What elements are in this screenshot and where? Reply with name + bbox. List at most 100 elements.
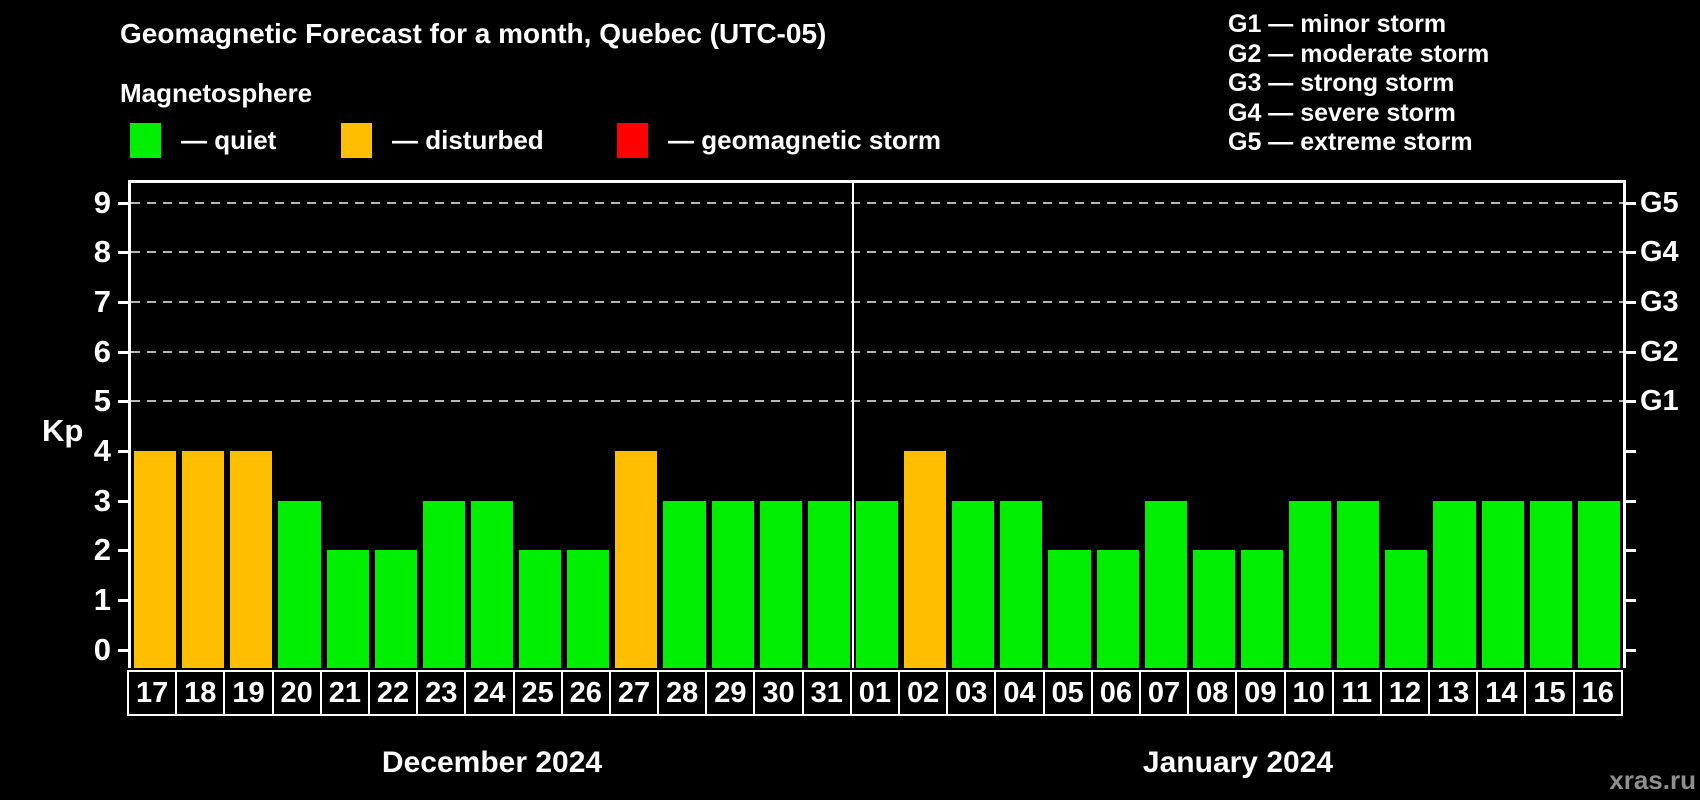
month-separator (851, 183, 854, 668)
kp-bar (1529, 500, 1572, 668)
y-axis-tick (118, 301, 128, 305)
watermark-link[interactable]: xras.ru (1609, 765, 1696, 795)
y-axis-tick (118, 450, 128, 454)
gridline (131, 201, 1623, 204)
legend-label: — disturbed (392, 124, 544, 155)
kp-bar (422, 500, 465, 668)
kp-bar (567, 550, 610, 668)
y-tick-label: 7 (93, 284, 111, 320)
kp-bar (1096, 550, 1139, 668)
kp-bar (134, 451, 177, 668)
right-axis-tick (1626, 450, 1636, 454)
storm-scale-item: G1 — minor storm (1228, 10, 1447, 38)
day-label: 07 (1138, 670, 1190, 716)
kp-bar (470, 500, 514, 668)
right-axis-tick (1626, 549, 1636, 553)
kp-bar (374, 550, 417, 668)
y-tick-label: 0 (93, 631, 111, 667)
kp-bar (278, 500, 321, 668)
disturbed-color-swatch (341, 122, 372, 158)
day-label: 08 (1187, 670, 1238, 716)
y-axis-tick (118, 549, 128, 553)
day-label: 06 (1090, 670, 1141, 716)
y-axis-tick (118, 201, 128, 205)
kp-bar (1337, 500, 1380, 668)
y-axis-tick (118, 400, 128, 404)
day-label: 30 (753, 670, 804, 716)
kp-bar (759, 500, 802, 668)
day-label: 23 (416, 670, 467, 716)
gridline (131, 251, 1623, 254)
gridline (131, 400, 1623, 403)
y-tick-label: 8 (93, 234, 111, 270)
kp-bar (1385, 550, 1428, 668)
right-axis-tick (1626, 301, 1636, 305)
kp-bar (182, 451, 225, 668)
kp-bar (1192, 550, 1235, 668)
kp-bar (326, 550, 369, 668)
kp-bar (1481, 500, 1524, 668)
storm-scale-item: G2 — moderate storm (1228, 39, 1490, 68)
legend-label: — quiet (181, 124, 277, 155)
y-tick-label: 6 (93, 333, 111, 369)
day-label: 19 (223, 670, 274, 716)
legend-item-disturbed: — disturbed (341, 121, 544, 159)
gridline (131, 350, 1623, 353)
day-label: 01 (849, 670, 900, 716)
day-label: 11 (1331, 670, 1382, 716)
day-label: 12 (1379, 670, 1431, 716)
g-scale-label: G2 (1640, 335, 1679, 368)
right-axis-tick (1626, 400, 1636, 404)
legend-item-quiet: — quiet (130, 121, 276, 159)
kp-bar (615, 451, 658, 668)
day-label: 26 (560, 670, 611, 716)
day-label: 03 (946, 670, 997, 716)
storm-color-swatch (617, 122, 648, 158)
day-label: 27 (608, 670, 660, 716)
condition-legend: — quiet — disturbed — geomagnetic storm (0, 121, 1100, 159)
g-scale-label: G4 (1640, 236, 1679, 269)
day-label: 10 (1283, 670, 1334, 716)
day-label: 28 (657, 670, 708, 716)
y-tick-label: 1 (93, 581, 111, 617)
right-axis-tick (1626, 201, 1636, 205)
day-label: 05 (1042, 670, 1093, 716)
day-label: 18 (175, 670, 226, 716)
y-tick-label: 5 (93, 383, 111, 419)
day-label: 16 (1572, 670, 1623, 716)
kp-bar (1048, 550, 1091, 668)
g-scale-label: G5 (1640, 186, 1679, 219)
kp-bar (1144, 500, 1187, 668)
y-axis-tick (118, 598, 128, 602)
day-label: 31 (801, 670, 852, 716)
day-label: 02 (898, 670, 949, 716)
y-tick-label: 9 (93, 184, 111, 220)
kp-bar (1433, 500, 1476, 668)
page-title: Geomagnetic Forecast for a month, Quebec… (120, 18, 827, 49)
g-scale-label: G1 (1640, 385, 1679, 418)
y-axis-tick (118, 251, 128, 255)
kp-bar (1000, 500, 1043, 668)
legend-item-storm: — geomagnetic storm (617, 121, 941, 159)
y-axis-tick (118, 648, 128, 652)
day-label: 04 (994, 670, 1045, 716)
quiet-color-swatch (130, 122, 161, 158)
kp-bar (663, 500, 706, 668)
storm-scale-item: G4 — severe storm (1228, 98, 1456, 127)
gridline (131, 301, 1623, 304)
y-axis-title: Kp (42, 413, 84, 448)
g-scale-label: G3 (1640, 286, 1679, 319)
day-label: 22 (367, 670, 419, 716)
kp-bar (230, 451, 273, 668)
month-label-january: January 2024 (1142, 746, 1334, 779)
day-label: 24 (464, 670, 515, 716)
y-axis-tick (118, 350, 128, 354)
right-axis-tick (1626, 251, 1636, 255)
y-tick-label: 3 (93, 482, 111, 518)
storm-scale-legend: G1 — minor storm G2 — moderate storm G3 … (1228, 10, 1489, 158)
kp-bar (1289, 500, 1332, 668)
right-axis-tick (1626, 648, 1636, 652)
day-label: 09 (1235, 670, 1286, 716)
kp-bar (711, 500, 754, 668)
